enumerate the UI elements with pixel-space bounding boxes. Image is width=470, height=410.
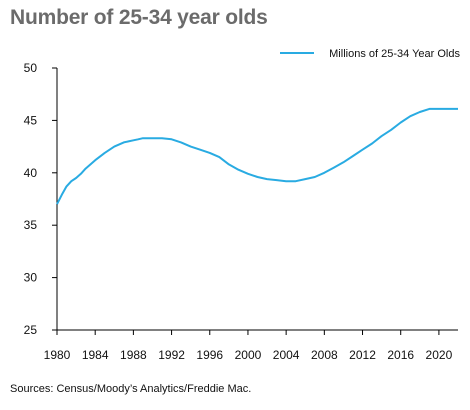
chart-title: Number of 25-34 year olds <box>10 6 268 29</box>
x-tick-label: 2004 <box>273 348 300 362</box>
series-lines <box>56 107 458 205</box>
source-note: Sources: Census/Moody’s Analytics/Freddi… <box>10 383 252 395</box>
legend: Millions of 25-34 Year Olds <box>280 48 460 60</box>
x-tick-label: 1984 <box>82 348 109 362</box>
series-line <box>56 107 458 205</box>
x-tick-label: 1992 <box>158 348 185 362</box>
y-tick-label: 40 <box>24 166 38 180</box>
axes <box>52 67 458 335</box>
x-tick-label: 2016 <box>387 348 414 362</box>
tick-labels: 25 30 35 40 45 50 1980 1984 1988 1992 1996 2000 2004… <box>24 61 453 362</box>
y-tick-label: 50 <box>24 61 38 75</box>
legend-label: Millions of 25-34 Year Olds <box>329 48 460 60</box>
y-tick-label: 25 <box>24 323 38 337</box>
x-tick-label: 1996 <box>196 348 223 362</box>
x-tick-label: 2008 <box>311 348 338 362</box>
x-tick-label: 1988 <box>120 348 147 362</box>
x-tick-label: 2012 <box>349 348 376 362</box>
y-tick-label: 30 <box>24 271 38 285</box>
x-tick-label: 2020 <box>426 348 453 362</box>
x-tick-label: 2000 <box>235 348 262 362</box>
y-tick-label: 45 <box>24 113 38 127</box>
x-tick-label: 1980 <box>44 348 71 362</box>
y-tick-label: 35 <box>24 218 38 232</box>
